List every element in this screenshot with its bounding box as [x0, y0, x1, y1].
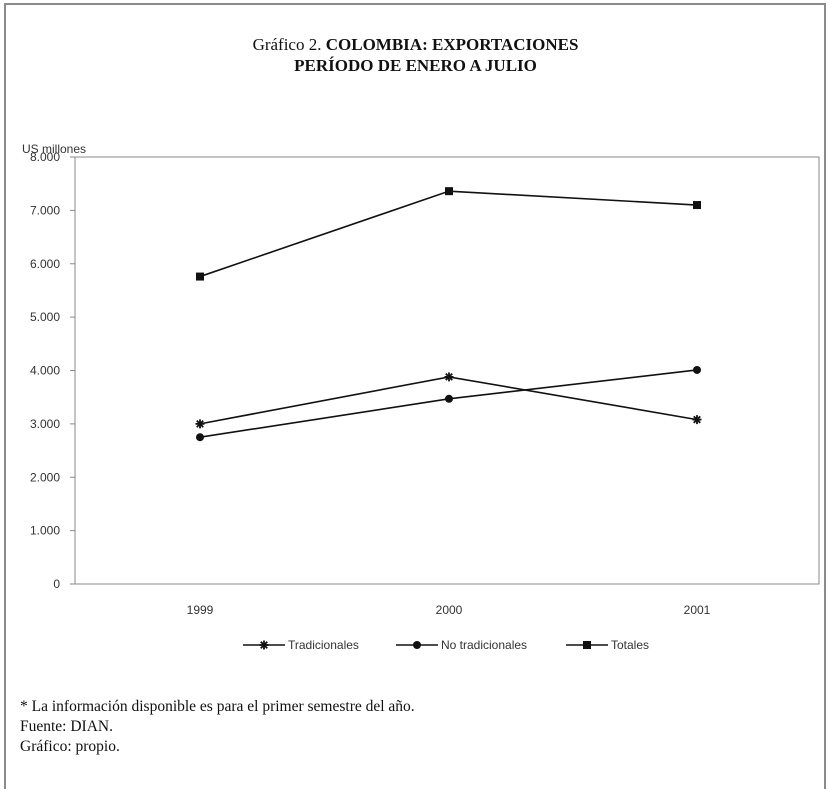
- footnotes: * La información disponible es para el p…: [20, 697, 415, 757]
- figure-frame: [4, 3, 826, 789]
- legend-marker-no-tradicionales: [413, 641, 421, 649]
- y-tick-label: 6.000: [30, 257, 60, 271]
- data-point-no-tradicionales: [445, 394, 453, 403]
- plot-area: [74, 156, 820, 585]
- legend-marker-totales: [583, 641, 591, 649]
- legend-label-totales: Totales: [611, 638, 649, 652]
- x-axis: 1999 2000 2001: [187, 603, 711, 617]
- y-tick-label: 1.000: [30, 524, 60, 538]
- data-point-totales: [445, 187, 453, 196]
- y-tick-label: 3.000: [30, 417, 60, 431]
- x-tick-label: 1999: [187, 603, 214, 617]
- data-point-no-tradicionales: [693, 365, 701, 374]
- legend-marker-tradicionales: [259, 640, 269, 650]
- chart-title-line1: Gráfico 2. COLOMBIA: EXPORTACIONES: [0, 35, 831, 55]
- chart-title-main: COLOMBIA: EXPORTACIONES: [325, 35, 579, 54]
- legend-label-tradicionales: Tradicionales: [288, 638, 359, 652]
- note-source: Fuente: DIAN.: [20, 718, 113, 735]
- series-line-totales: [199, 190, 698, 278]
- note-chart-credit: Gráfico: propio.: [20, 738, 120, 755]
- series-group: [195, 187, 702, 442]
- data-point-tradicionales: [692, 415, 702, 425]
- y-tick-label: 2.000: [30, 470, 60, 484]
- data-point-totales: [196, 272, 204, 281]
- legend: Tradicionales No tradicionales Totales: [243, 638, 649, 652]
- y-tick-label: 7.000: [30, 203, 60, 217]
- y-tick-label: 0: [53, 577, 60, 591]
- y-tick-label: 4.000: [30, 364, 60, 378]
- data-point-tradicionales: [195, 419, 205, 429]
- data-point-tradicionales: [444, 372, 454, 382]
- y-tick-label: 8.000: [30, 150, 60, 164]
- chart-title-line2: PERÍODO DE ENERO A JULIO: [294, 56, 537, 75]
- data-point-totales: [693, 201, 701, 210]
- chart-title-prefix: Gráfico 2.: [252, 35, 322, 54]
- y-tick-label: 5.000: [30, 310, 60, 324]
- note-availability: * La información disponible es para el p…: [20, 698, 415, 715]
- y-axis-label: US millones: [22, 142, 86, 156]
- legend-label-no-tradicionales: No tradicionales: [441, 638, 527, 652]
- x-tick-label: 2000: [436, 603, 463, 617]
- x-tick-label: 2001: [684, 603, 711, 617]
- y-axis: 0 1.000 2.000 3.000 4.000 5.000 6.000 7.000 8.00…: [30, 150, 75, 591]
- data-point-no-tradicionales: [196, 433, 204, 442]
